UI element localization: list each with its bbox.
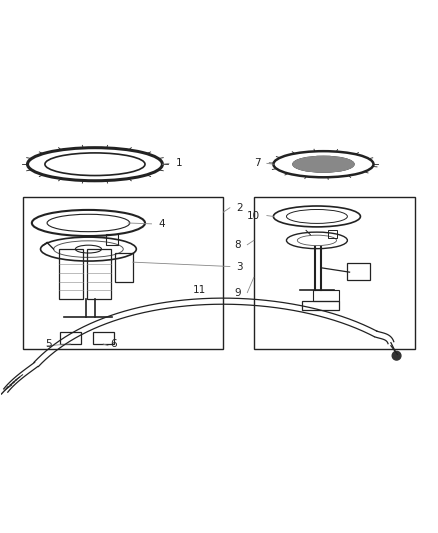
- Text: 2: 2: [237, 203, 243, 213]
- Text: 10: 10: [247, 211, 260, 221]
- Text: 7: 7: [254, 158, 260, 168]
- Text: 8: 8: [234, 240, 241, 250]
- Text: 3: 3: [237, 262, 243, 271]
- Circle shape: [392, 351, 401, 360]
- Text: 9: 9: [234, 288, 241, 297]
- Bar: [254, 197, 415, 349]
- Text: 6: 6: [110, 338, 117, 349]
- Text: 1: 1: [176, 158, 182, 168]
- Text: 5: 5: [45, 338, 52, 349]
- Bar: [23, 197, 223, 349]
- Ellipse shape: [293, 156, 354, 172]
- Text: 11: 11: [193, 286, 206, 295]
- Text: 4: 4: [158, 219, 165, 229]
